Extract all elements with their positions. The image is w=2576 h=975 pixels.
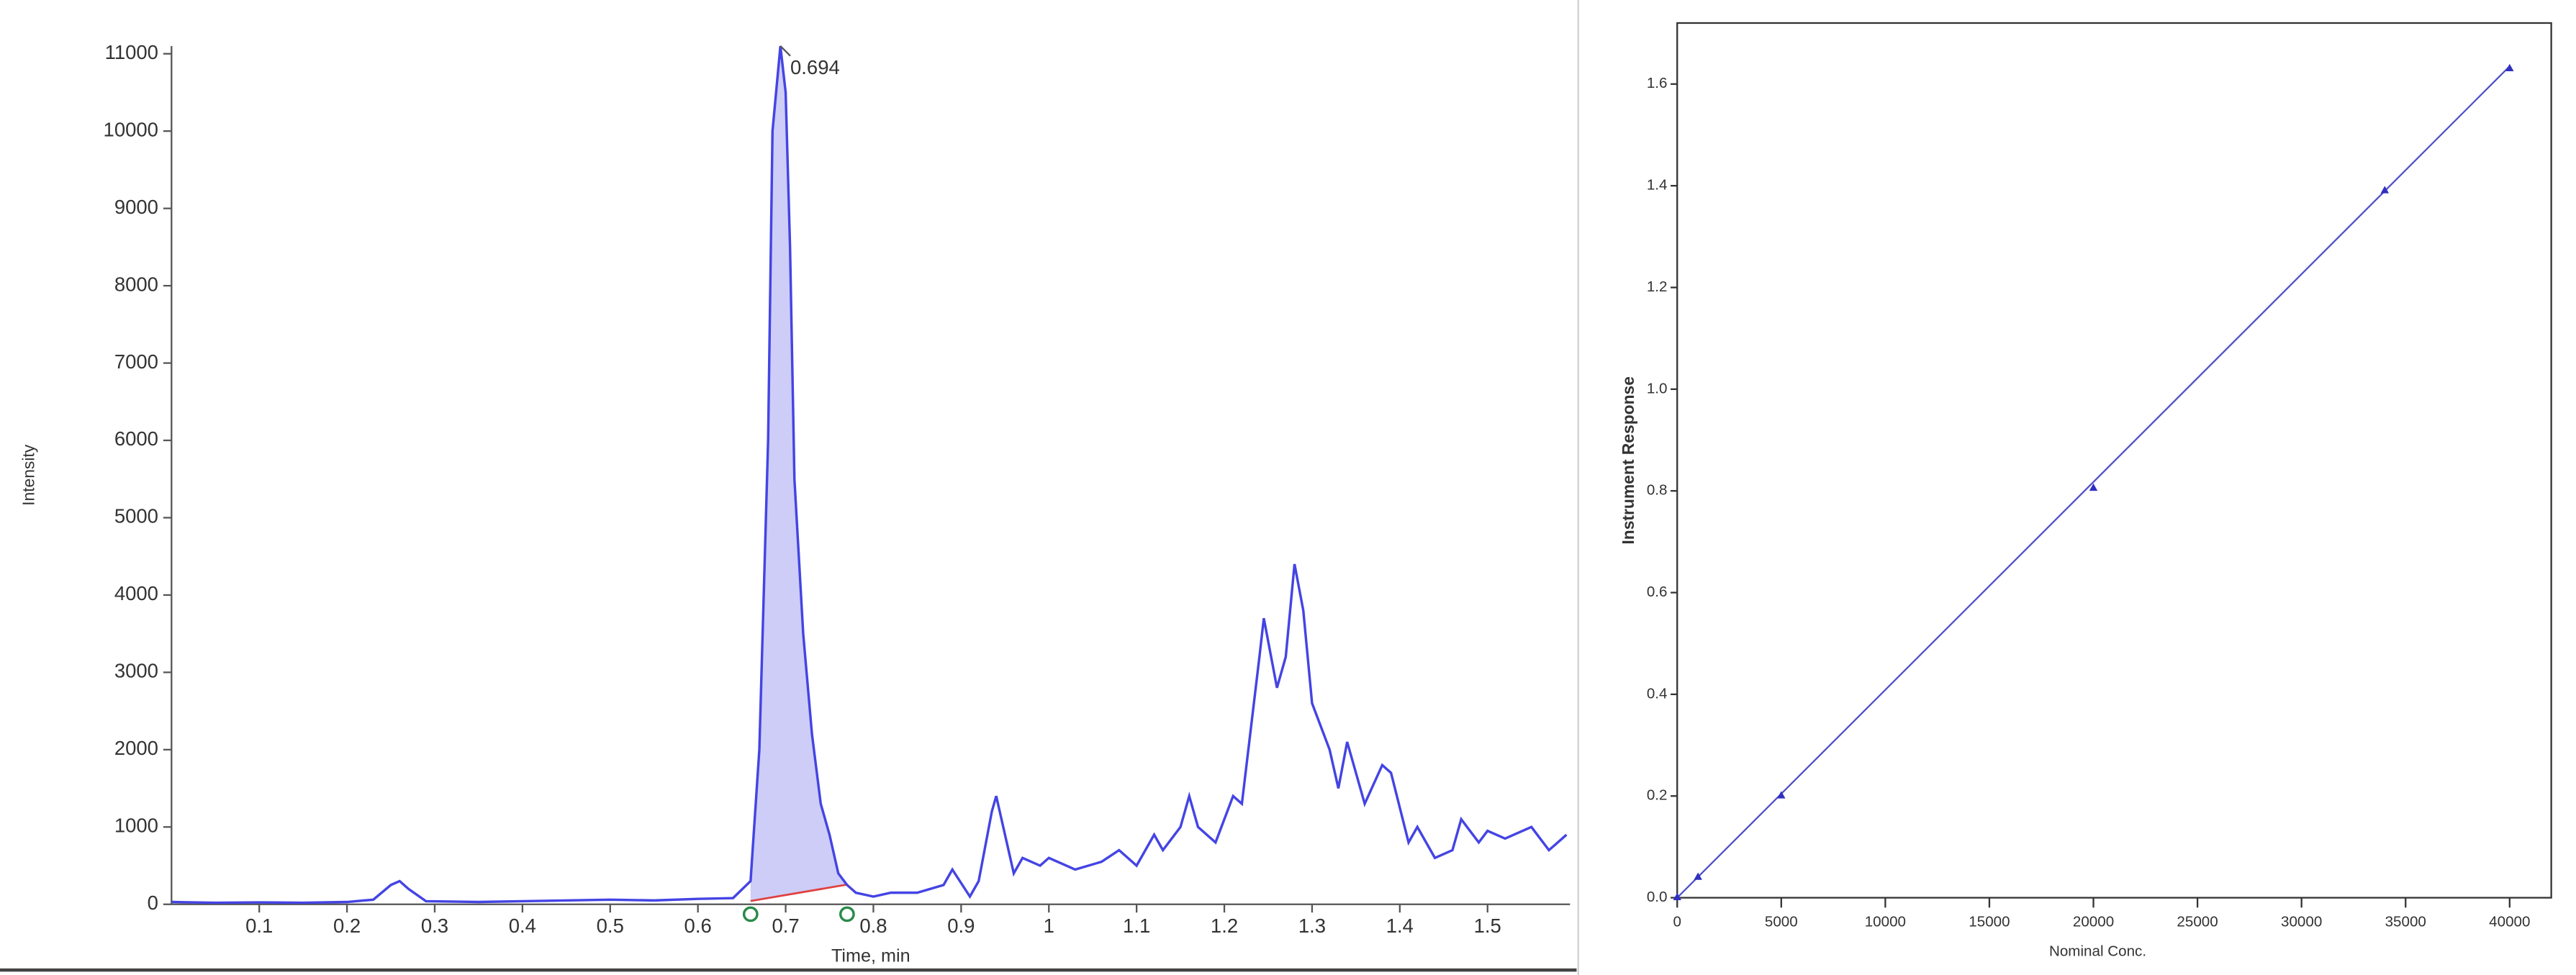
x-tick-label: 0.4 [509,915,536,937]
x-tick-label: 1 [1044,915,1054,937]
y-tick-label: 3000 [114,660,158,682]
x-tick-label: 30000 [2281,913,2322,930]
y-tick-label: 0.8 [1647,482,1668,499]
y-tick-label: 7000 [114,350,158,373]
x-tick-label: 1.2 [1211,915,1238,937]
x-tick-label: 0.6 [684,915,712,937]
fit-line [1676,65,2511,899]
x-tick-label: 25000 [2177,913,2218,930]
data-point [1694,872,1702,880]
data-point [2505,63,2514,72]
x-tick-label: 1.3 [1298,915,1326,937]
y-axis-label: Instrument Response [1619,376,1637,545]
x-tick-label: 1.5 [1474,915,1501,937]
y-tick-label: 1.0 [1647,380,1668,396]
y-tick-label: 1.4 [1647,177,1668,194]
y-tick-label: 0.2 [1647,787,1668,804]
x-tick-label: 0.1 [245,915,273,937]
y-tick-label: 0.6 [1647,584,1668,600]
y-tick-label: 0.4 [1647,685,1668,702]
y-tick-label: 6000 [114,427,158,450]
data-point [1777,791,1786,799]
x-axis-label: Nominal Conc. [2049,943,2146,959]
x-tick-label: 20000 [2073,913,2114,930]
x-axis-label: Time, min [831,946,910,966]
y-tick-label: 4000 [114,582,158,604]
x-tick-label: 0.2 [333,915,361,937]
y-tick-label: 0.0 [1647,889,1668,905]
data-point [2089,483,2098,491]
x-tick-label: 0.8 [859,915,887,937]
integration-marker [742,906,759,922]
integration-marker [839,906,855,922]
x-tick-label: 0.5 [597,915,624,937]
y-tick-label: 11000 [105,41,158,63]
y-tick-label: 1000 [114,815,158,837]
y-tick-label: 1.2 [1647,278,1668,295]
y-tick-label: 5000 [114,505,158,527]
x-tick-label: 0.9 [947,915,975,937]
x-tick-label: 0 [1673,913,1681,930]
baseline [750,883,848,902]
x-tick-label: 5000 [1765,913,1798,930]
annotation-leader [779,45,791,57]
y-axis-label: Intensity [19,444,37,506]
data-point [1673,892,1681,901]
x-tick-label: 0.3 [421,915,448,937]
x-tick-label: 1.1 [1123,915,1150,937]
x-tick-label: 1.4 [1386,915,1414,937]
y-tick-label: 9000 [114,196,158,218]
y-tick-label: 1.6 [1647,75,1668,91]
x-tick-label: 15000 [1969,913,2010,930]
y-tick-label: 0 [148,892,158,914]
y-tick-label: 8000 [114,273,158,295]
y-tick-label: 10000 [104,118,158,140]
trace [171,45,1568,904]
plot-frame [1676,22,2552,899]
x-tick-label: 35000 [2385,913,2426,930]
y-tick-label: 2000 [114,737,158,759]
data-point [2380,186,2390,194]
peak-annotation: 0.694 [790,56,840,78]
x-tick-label: 40000 [2489,913,2530,930]
peak-area [750,45,847,902]
x-tick-label: 10000 [1865,913,1906,930]
x-tick-label: 0.7 [772,915,799,937]
